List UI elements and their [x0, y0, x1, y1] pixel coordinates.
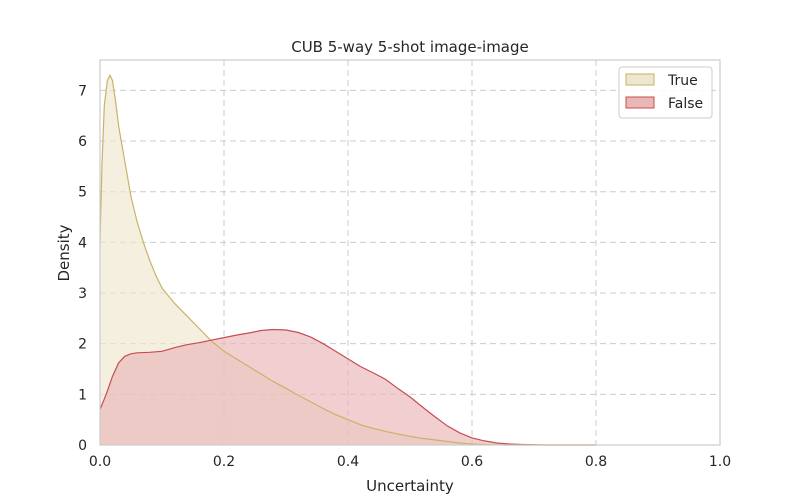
x-tick-label: 0.8 [585, 454, 607, 470]
density-line-false [99, 328, 596, 446]
chart-title: CUB 5-way 5-shot image-image [291, 38, 529, 56]
density-line-true [99, 73, 596, 446]
legend-swatch-true [625, 73, 655, 86]
y-axis-title: Density [55, 224, 73, 281]
y-tick-label: 4 [78, 235, 87, 251]
x-tick-label: 0.0 [89, 454, 111, 470]
y-tick-label: 3 [78, 286, 87, 302]
y-tick-label: 2 [78, 337, 87, 353]
x-tick-label: 0.4 [337, 454, 359, 470]
plot-frame [99, 59, 721, 446]
x-tick-labels: 0.0 0.2 0.4 0.6 0.8 1.0 [89, 454, 731, 470]
legend-label-true: True [667, 73, 698, 89]
legend-swatch-false [625, 96, 655, 109]
x-tick-label: 0.6 [461, 454, 483, 470]
density-areas [99, 73, 596, 446]
legend-label-false: False [668, 96, 703, 112]
y-tick-label: 0 [78, 438, 87, 454]
x-tick-label: 0.2 [213, 454, 235, 470]
y-tick-labels: 0 1 2 3 4 5 6 7 [78, 83, 87, 454]
legend: True False [618, 66, 713, 119]
y-tick-label: 7 [78, 83, 87, 99]
y-tick-label: 6 [78, 134, 87, 150]
x-axis-title: Uncertainty [366, 477, 454, 495]
y-tick-label: 1 [78, 387, 87, 403]
grid-lines [100, 60, 720, 445]
y-tick-label: 5 [78, 185, 87, 201]
density-fill-false [100, 329, 596, 445]
x-tick-label: 1.0 [709, 454, 731, 470]
